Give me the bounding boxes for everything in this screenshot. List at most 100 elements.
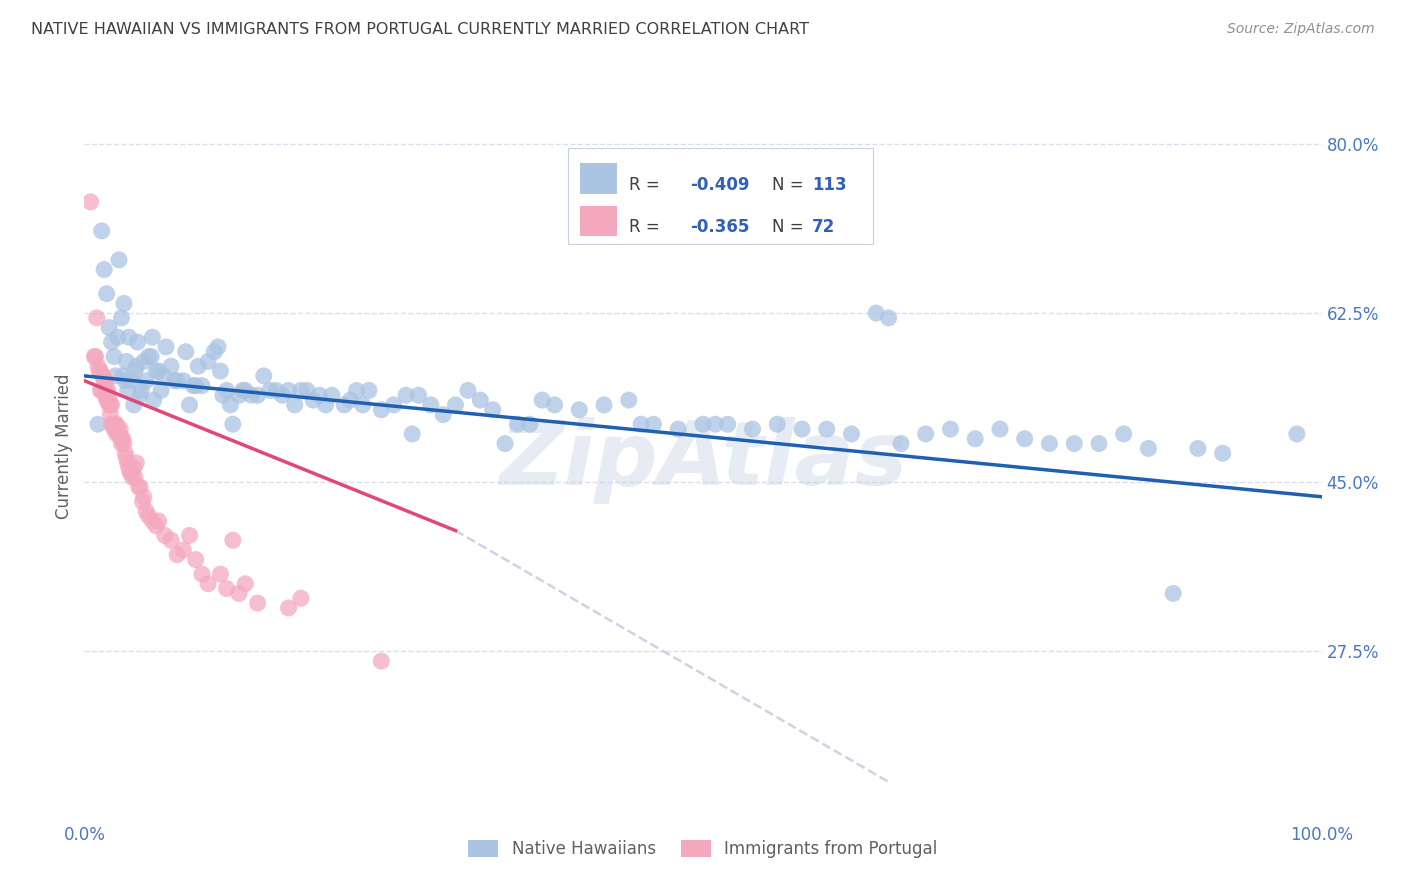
Point	[222, 533, 245, 548]
Point	[105, 417, 128, 432]
Point	[141, 514, 163, 528]
Point	[155, 340, 177, 354]
Point	[89, 364, 111, 378]
Point	[290, 384, 312, 398]
Point	[277, 601, 299, 615]
Point	[104, 422, 127, 436]
Point	[506, 417, 529, 432]
Point	[122, 398, 145, 412]
Point	[246, 596, 269, 610]
Point	[118, 460, 141, 475]
Point	[120, 466, 142, 480]
Point	[222, 417, 245, 432]
Point	[104, 368, 127, 383]
Text: 113: 113	[813, 176, 846, 194]
Point	[103, 417, 125, 432]
Point	[163, 374, 186, 388]
Point	[877, 310, 900, 325]
Point	[1014, 432, 1036, 446]
Point	[1137, 442, 1160, 456]
Point	[209, 364, 232, 378]
Point	[104, 417, 127, 432]
Point	[692, 417, 714, 432]
Point	[815, 422, 838, 436]
Point	[295, 384, 318, 398]
Point	[259, 384, 281, 398]
Point	[1038, 436, 1060, 450]
Text: -0.365: -0.365	[690, 219, 749, 236]
Point	[643, 417, 665, 432]
Point	[93, 262, 115, 277]
Point	[914, 426, 936, 441]
Point	[704, 417, 727, 432]
Point	[150, 384, 173, 398]
Point	[122, 460, 145, 475]
Point	[246, 388, 269, 402]
Point	[145, 364, 167, 378]
Point	[120, 374, 142, 388]
Point	[94, 374, 117, 388]
Point	[207, 340, 229, 354]
Point	[97, 384, 120, 398]
Point	[333, 398, 356, 412]
Point	[105, 426, 128, 441]
Point	[228, 586, 250, 600]
Point	[357, 384, 380, 398]
Point	[129, 388, 152, 402]
Point	[172, 374, 194, 388]
Point	[103, 422, 125, 436]
Point	[141, 330, 163, 344]
Point	[108, 252, 131, 267]
Point	[457, 384, 479, 398]
Y-axis label: Currently Married: Currently Married	[55, 373, 73, 519]
Point	[1285, 426, 1308, 441]
Text: Source: ZipAtlas.com: Source: ZipAtlas.com	[1227, 22, 1375, 37]
Point	[110, 422, 132, 436]
Point	[107, 422, 129, 436]
Point	[302, 393, 325, 408]
Text: ZipAtlas: ZipAtlas	[499, 417, 907, 505]
Point	[145, 518, 167, 533]
Text: NATIVE HAWAIIAN VS IMMIGRANTS FROM PORTUGAL CURRENTLY MARRIED CORRELATION CHART: NATIVE HAWAIIAN VS IMMIGRANTS FROM PORTU…	[31, 22, 808, 37]
Point	[841, 426, 863, 441]
Point	[138, 509, 160, 524]
Point	[1063, 436, 1085, 450]
Point	[110, 310, 132, 325]
Point	[166, 548, 188, 562]
Point	[84, 350, 107, 364]
Point	[494, 436, 516, 450]
Point	[138, 350, 160, 364]
Point	[115, 451, 138, 466]
Point	[666, 422, 689, 436]
Point	[110, 432, 132, 446]
Point	[124, 364, 146, 378]
Point	[212, 388, 235, 402]
Point	[96, 384, 118, 398]
Point	[153, 528, 176, 542]
Point	[120, 466, 142, 480]
Point	[197, 354, 219, 368]
Point	[128, 480, 150, 494]
Point	[132, 490, 155, 504]
Point	[184, 378, 207, 392]
Point	[617, 393, 640, 408]
Point	[315, 398, 337, 412]
Point	[939, 422, 962, 436]
Point	[543, 398, 565, 412]
Point	[94, 388, 117, 402]
Point	[100, 417, 122, 432]
Point	[129, 384, 152, 398]
Point	[240, 388, 263, 402]
Point	[346, 384, 368, 398]
Point	[93, 374, 115, 388]
Point	[135, 504, 157, 518]
Point	[110, 436, 132, 450]
Point	[408, 388, 430, 402]
Text: R =: R =	[628, 176, 665, 194]
Point	[112, 436, 135, 450]
Point	[209, 567, 232, 582]
Point	[432, 408, 454, 422]
Point	[444, 398, 467, 412]
Point	[181, 378, 204, 392]
Point	[101, 417, 124, 432]
